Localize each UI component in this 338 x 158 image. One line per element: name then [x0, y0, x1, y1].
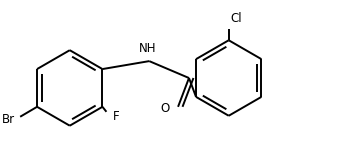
Text: Br: Br: [2, 113, 15, 126]
Text: O: O: [161, 102, 170, 115]
Text: NH: NH: [139, 42, 156, 55]
Text: F: F: [113, 110, 119, 123]
Text: Cl: Cl: [231, 12, 242, 25]
